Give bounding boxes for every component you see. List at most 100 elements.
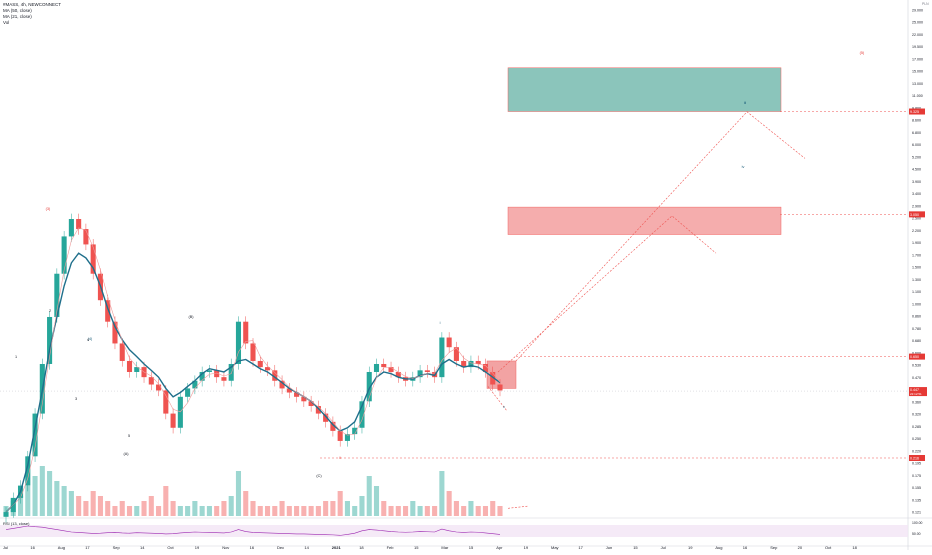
candle-body [475, 360, 481, 364]
volume-bar [134, 506, 140, 516]
y-tick-label: 2.200 [912, 229, 921, 233]
wave-label: 5 [128, 434, 130, 438]
x-tick-label: 15 [469, 545, 474, 550]
volume-bar [294, 506, 300, 516]
x-tick-label: Jul [661, 545, 666, 550]
candle-body [315, 406, 321, 414]
y-tick-label: 1.500 [912, 266, 921, 270]
wave-label: (5) [860, 51, 865, 55]
candle-body [47, 316, 53, 364]
volume-bar [286, 506, 292, 516]
x-tick-label: 14 [140, 545, 145, 550]
candle-body [482, 363, 489, 372]
wave-label: i [440, 321, 441, 325]
y-tick-label: 2.500 [912, 217, 921, 221]
price-level-tag [909, 454, 925, 461]
x-tick-label: 15 [414, 545, 419, 550]
candle-body [134, 367, 140, 372]
volume-bar [323, 501, 329, 516]
x-tick-label: Apr [496, 545, 503, 550]
candle-body [61, 236, 67, 274]
volume-bar [163, 486, 169, 516]
y-tick-label: 0.860 [912, 315, 921, 319]
y-tick-label: 4.500 [912, 168, 921, 172]
volume-bar [112, 506, 118, 516]
y-tick-label: 17.000 [912, 57, 923, 61]
volume-bar [83, 501, 89, 516]
rsi-legend: RSI (13, close) [3, 521, 30, 526]
volume-bar [54, 481, 60, 516]
candle-body [330, 421, 336, 431]
x-tick-label: 20 [798, 545, 803, 550]
legend-ma-fast[interactable]: MA (21, close) [3, 14, 32, 19]
volume-bar [417, 506, 423, 516]
x-tick-label: 16 [30, 545, 35, 550]
candle-body [264, 367, 271, 371]
candle-body [446, 337, 452, 348]
wave-label: 3 [75, 397, 77, 401]
y-tick-label: 6.000 [912, 143, 921, 147]
x-tick-label: Aug [715, 545, 722, 550]
y-tick-label: 13.000 [912, 82, 923, 86]
price-level-label: 0.650 [910, 355, 919, 359]
candle-body [76, 219, 82, 230]
volume-bar [301, 506, 307, 516]
x-tick-label: 17 [578, 545, 583, 550]
candle-body [308, 401, 314, 407]
x-tick-label: May [551, 545, 559, 550]
volume-bar [156, 506, 162, 516]
candle-body [90, 244, 96, 274]
x-tick-label: Oct [167, 545, 174, 550]
current-price-countdown: 22:12:51 [910, 392, 922, 396]
volume-bar [257, 506, 263, 516]
volume-bar [410, 501, 416, 516]
candle-body [170, 413, 176, 428]
volume-bar [475, 506, 481, 516]
volume-bar [148, 496, 154, 516]
y-tick-label: 25.000 [912, 21, 923, 25]
currency-label: PLN [922, 2, 929, 6]
x-tick-label: Jul [3, 545, 8, 550]
price-level-label: 9.325 [910, 110, 919, 114]
projection-path [497, 215, 717, 373]
wave-label: iii [744, 101, 747, 105]
y-tick-label: 9.800 [912, 106, 921, 110]
candle-body [112, 321, 118, 344]
resistance-zone [507, 206, 782, 235]
legend-symbol[interactable]: #MASS, 4h, NEWCONNECT [3, 2, 62, 7]
volume-bar [47, 471, 53, 516]
volume-bar [206, 506, 212, 516]
volume-bar [32, 476, 38, 516]
x-tick-label: 16 [743, 545, 748, 550]
volume-bar [497, 506, 503, 516]
legend-volume[interactable]: Vol [3, 20, 10, 25]
rsi-band [0, 525, 908, 537]
volume-bar [76, 496, 82, 516]
candle-body [163, 390, 169, 414]
candle-body [461, 360, 467, 368]
current-price-tag [909, 387, 927, 397]
y-tick-label: 3.900 [912, 180, 921, 184]
candle-body [301, 396, 307, 402]
volume-bar [468, 501, 474, 516]
volume-bar [388, 506, 394, 516]
y-tick-label: 0.121 [912, 511, 921, 515]
volume-bar [68, 491, 74, 516]
legend-ma-slow[interactable]: MA (50, close) [3, 8, 32, 13]
x-tick-label: 17 [85, 545, 90, 550]
candle-body [185, 388, 191, 397]
x-tick-label: 19 [524, 545, 529, 550]
current-price-label: 0.447 [910, 388, 919, 392]
candle-body [126, 360, 133, 372]
volume-bar [61, 486, 67, 516]
y-tick-label: 29.000 [912, 9, 923, 13]
wave-label: iv [742, 165, 745, 169]
candle-body [3, 512, 9, 517]
candle-body [417, 370, 423, 378]
target-zone [507, 67, 782, 112]
y-tick-label: 0.135 [912, 498, 921, 502]
price-level-tag [909, 211, 925, 218]
x-tick-label: 18 [359, 545, 364, 550]
